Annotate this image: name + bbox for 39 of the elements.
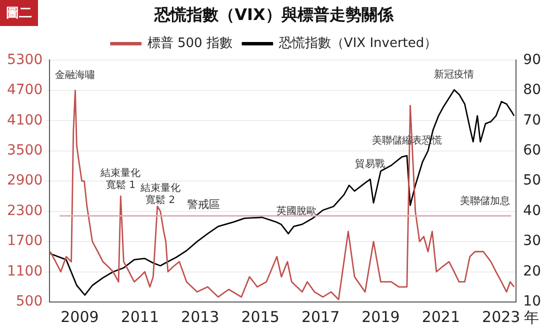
y-tick-label: 500 bbox=[16, 294, 43, 310]
y-tick-label: 2300 bbox=[6, 202, 43, 219]
annotation: 貿易戰 bbox=[355, 158, 386, 170]
y-tick-label: 1100 bbox=[6, 263, 43, 280]
annotation: 英國脫歐 bbox=[276, 205, 316, 218]
x-tick-label: 2021 bbox=[422, 308, 460, 326]
y2-tick-label: 30 bbox=[523, 233, 542, 250]
y2-tick-label: 50 bbox=[523, 172, 542, 189]
y-tick-label: 5300 bbox=[6, 52, 43, 68]
y2-tick-label: 60 bbox=[523, 142, 542, 159]
x-tick-label: 2009 bbox=[60, 308, 99, 326]
x-axis-title: 年 bbox=[524, 308, 540, 326]
x-tick-label: 2015 bbox=[241, 308, 280, 326]
x-tick-label: 2017 bbox=[301, 308, 340, 326]
y-tick-label: 4100 bbox=[6, 112, 43, 128]
annotation: 結束量化寬鬆 2 bbox=[139, 182, 180, 206]
legend-label: 恐慌指數（VIX Inverted） bbox=[278, 36, 438, 52]
x-tick-label: 2019 bbox=[362, 308, 400, 326]
annotation: 美聯儲加息 bbox=[460, 194, 510, 207]
y2-tick-label: 20 bbox=[523, 263, 542, 280]
y2-tick-label: 80 bbox=[523, 82, 542, 98]
ref-line-label: 警戒區 bbox=[187, 198, 220, 212]
chart-title: 恐慌指數（VIX）與標普走勢關係 bbox=[154, 4, 394, 24]
y2-tick-label: 10 bbox=[523, 294, 542, 310]
y-tick-label: 1700 bbox=[6, 233, 43, 250]
annotation: 結束量化寬鬆 1 bbox=[100, 166, 141, 191]
y2-tick-label: 70 bbox=[523, 112, 542, 128]
y-tick-label: 4700 bbox=[6, 82, 43, 98]
x-tick-label: 2013 bbox=[181, 308, 220, 326]
x-tick-label: 2023 bbox=[482, 308, 520, 326]
y2-tick-label: 90 bbox=[523, 52, 542, 68]
text: 圖二 bbox=[0, 0, 38, 26]
y-tick-label: 3500 bbox=[6, 142, 43, 159]
y2-tick-label: 40 bbox=[523, 202, 542, 219]
x-tick-label: 2011 bbox=[120, 308, 160, 326]
annotation: 金融海嘯 bbox=[55, 69, 96, 82]
annotation: 新冠疫情 bbox=[434, 68, 474, 80]
legend-label: 標普 500 指數 bbox=[147, 35, 232, 52]
y-tick-label: 2900 bbox=[6, 172, 43, 189]
